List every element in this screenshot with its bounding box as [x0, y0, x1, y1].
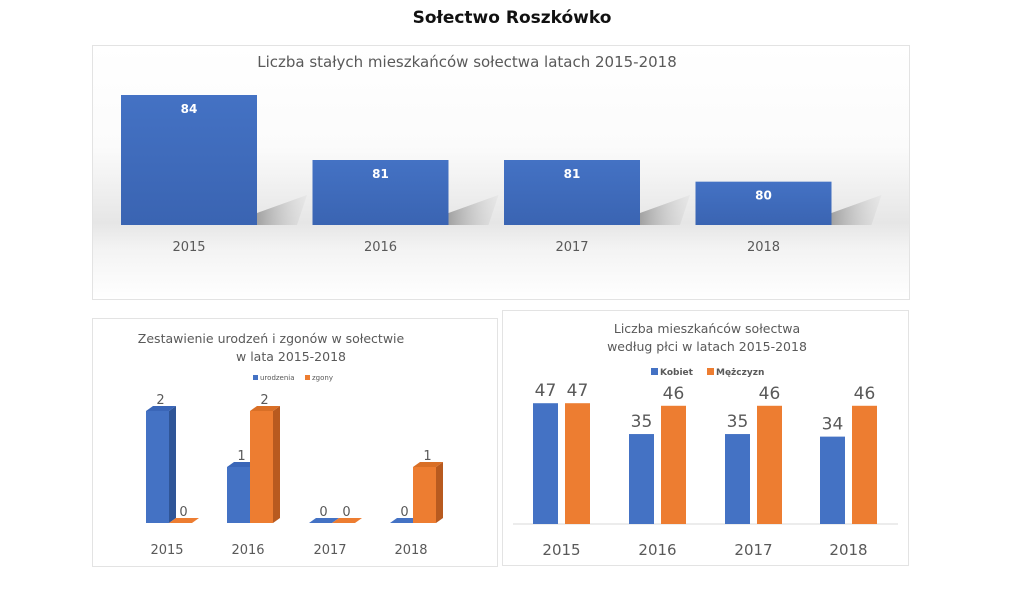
bar-zgony-2015 — [169, 518, 199, 523]
x-tick-label-2016: 2016 — [231, 543, 264, 558]
x-tick-label-2017: 2017 — [313, 543, 346, 558]
bar-shadow-2016 — [448, 195, 499, 225]
data-label-Kobiet-2018: 34 — [822, 415, 844, 435]
data-label-zgony-2016: 2 — [260, 393, 268, 408]
bar-shadow-2017 — [640, 195, 690, 225]
bar-top — [332, 518, 362, 523]
bar-front — [227, 467, 250, 523]
bar-Mężczyzn-2015 — [565, 403, 590, 524]
bar-urodzenia-2018 — [390, 518, 420, 523]
bar-front — [413, 467, 436, 523]
bar-side — [169, 406, 176, 523]
bar-shadow-2015 — [257, 195, 307, 225]
x-tick-label-2016: 2016 — [638, 541, 676, 559]
data-label-urodzenia-2015: 2 — [156, 393, 164, 408]
bar-front — [250, 411, 273, 523]
x-tick-label-2015: 2015 — [150, 543, 183, 558]
bar-zgony-2016 — [250, 406, 280, 523]
gender-chart: Liczba mieszkańców sołectwa według płci … — [513, 321, 898, 559]
bar-shadow-2018 — [831, 195, 882, 225]
bar-front — [146, 411, 169, 523]
gender-legend: Kobiet Mężczyzn — [651, 368, 764, 378]
bar-side — [273, 406, 280, 523]
bar-Kobiet-2016 — [629, 434, 654, 524]
legend-swatch-zgony — [305, 375, 310, 380]
bar-top — [390, 518, 420, 523]
x-tick-label-2018: 2018 — [747, 240, 780, 255]
births-deaths-legend: urodzenia zgony — [253, 374, 333, 382]
bar-urodzenia-2017 — [309, 518, 339, 523]
gender-title-line-1: Liczba mieszkańców sołectwa — [614, 321, 800, 336]
legend-label-urodzenia: urodzenia — [260, 374, 295, 382]
bar-top — [250, 406, 280, 411]
data-label-residents-2017: 81 — [564, 167, 581, 181]
births-deaths-chart-panel: Zestawienie urodzeń i zgonów w sołectwie… — [92, 318, 498, 567]
bar-top — [169, 518, 199, 523]
bar-top — [227, 462, 257, 467]
births-deaths-title-line-2: w lata 2015-2018 — [236, 349, 346, 364]
residents-chart-panel: Liczba stałych mieszkańców sołectwa lata… — [92, 45, 910, 300]
bar-Mężczyzn-2018 — [852, 405, 877, 524]
bar-Mężczyzn-2016 — [661, 405, 686, 524]
x-tick-label-2015: 2015 — [542, 541, 580, 559]
data-label-Kobiet-2016: 35 — [631, 412, 653, 432]
data-label-residents-2016: 81 — [372, 167, 389, 181]
gender-chart-panel: Liczba mieszkańców sołectwa według płci … — [502, 310, 909, 566]
data-label-Mężczyzn-2018: 46 — [854, 384, 876, 404]
births-deaths-chart: Zestawienie urodzeń i zgonów w sołectwie… — [138, 331, 443, 558]
data-label-residents-2015: 84 — [181, 102, 198, 116]
bar-urodzenia-2015 — [146, 406, 176, 523]
page-title: Sołectwo Roszkówko — [412, 8, 612, 28]
residents-chart-title: Liczba stałych mieszkańców sołectwa lata… — [257, 53, 677, 71]
x-tick-label-2018: 2018 — [394, 543, 427, 558]
x-tick-label-2016: 2016 — [364, 240, 397, 255]
data-label-residents-2018: 80 — [755, 189, 772, 203]
bar-top — [146, 406, 176, 411]
bar-top — [309, 518, 339, 523]
data-label-Kobiet-2015: 47 — [535, 381, 557, 401]
bar-Mężczyzn-2017 — [757, 405, 782, 524]
x-tick-label-2017: 2017 — [734, 541, 772, 559]
data-label-Mężczyzn-2016: 46 — [663, 384, 685, 404]
legend-swatch-urodzenia — [253, 375, 258, 380]
data-label-zgony-2018: 1 — [423, 449, 431, 464]
legend-label-mezczyzn: Mężczyzn — [716, 368, 764, 378]
data-label-zgony-2017: 0 — [342, 505, 350, 520]
data-label-urodzenia-2016: 1 — [237, 449, 245, 464]
data-label-Kobiet-2017: 35 — [727, 412, 749, 432]
bar-residents-2017 — [504, 160, 640, 225]
data-label-Mężczyzn-2017: 46 — [759, 384, 781, 404]
bar-residents-2018 — [695, 181, 832, 225]
legend-swatch-kobiet — [651, 368, 658, 375]
gender-title-line-2: według płci w latach 2015-2018 — [607, 339, 807, 354]
x-tick-label-2018: 2018 — [829, 541, 867, 559]
data-label-Mężczyzn-2015: 47 — [567, 381, 589, 401]
bar-residents-2016 — [312, 160, 449, 225]
x-tick-label-2017: 2017 — [555, 240, 588, 255]
data-label-urodzenia-2018: 0 — [400, 505, 408, 520]
x-tick-label-2015: 2015 — [172, 240, 205, 255]
legend-swatch-mezczyzn — [707, 368, 714, 375]
bar-zgony-2017 — [332, 518, 362, 523]
bar-zgony-2018 — [413, 462, 443, 523]
bar-residents-2015 — [121, 95, 257, 225]
data-label-urodzenia-2017: 0 — [319, 505, 327, 520]
bar-Kobiet-2018 — [820, 436, 845, 524]
bar-side — [436, 462, 443, 523]
residents-chart: Liczba stałych mieszkańców sołectwa lata… — [121, 53, 882, 255]
bar-Kobiet-2017 — [725, 434, 750, 524]
data-label-zgony-2015: 0 — [179, 505, 187, 520]
births-deaths-title-line-1: Zestawienie urodzeń i zgonów w sołectwie — [138, 331, 405, 346]
legend-label-zgony: zgony — [312, 374, 333, 382]
legend-label-kobiet: Kobiet — [660, 368, 694, 378]
bar-Kobiet-2015 — [533, 403, 558, 524]
bar-top — [413, 462, 443, 467]
